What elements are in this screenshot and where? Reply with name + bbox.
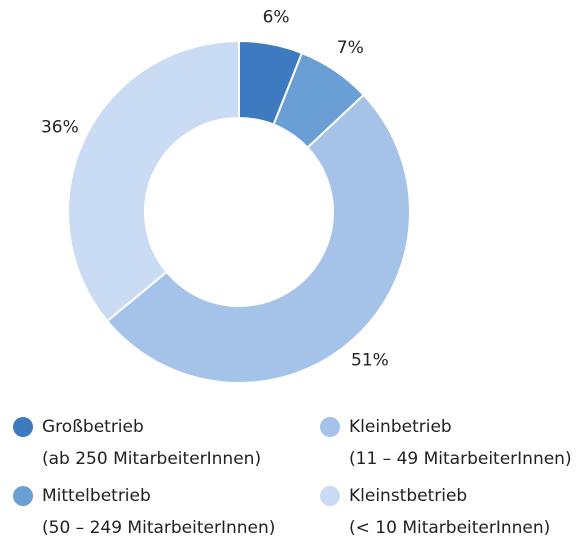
legend-label: Großbetrieb — [42, 417, 144, 437]
donut-slice — [105, 93, 411, 384]
legend-swatch — [13, 417, 33, 437]
value-label: 7% — [337, 38, 364, 58]
legend-label: Mittelbetrieb — [42, 486, 151, 506]
legend-description: (50 – 249 MitarbeiterInnen) — [42, 518, 275, 538]
donut-slice — [66, 39, 240, 323]
value-label: 51% — [351, 351, 389, 371]
legend-swatch — [320, 486, 340, 506]
legend-description: (< 10 MitarbeiterInnen) — [349, 518, 550, 538]
legend-description: (11 – 49 MitarbeiterInnen) — [349, 449, 572, 469]
value-label: 6% — [263, 8, 290, 28]
legend-description: (ab 250 MitarbeiterInnen) — [42, 449, 261, 469]
legend-label: Kleinstbetrieb — [349, 486, 467, 506]
legend-swatch — [320, 417, 340, 437]
value-label: 36% — [41, 118, 79, 138]
legend-swatch — [13, 486, 33, 506]
legend-label: Kleinbetrieb — [349, 417, 452, 437]
